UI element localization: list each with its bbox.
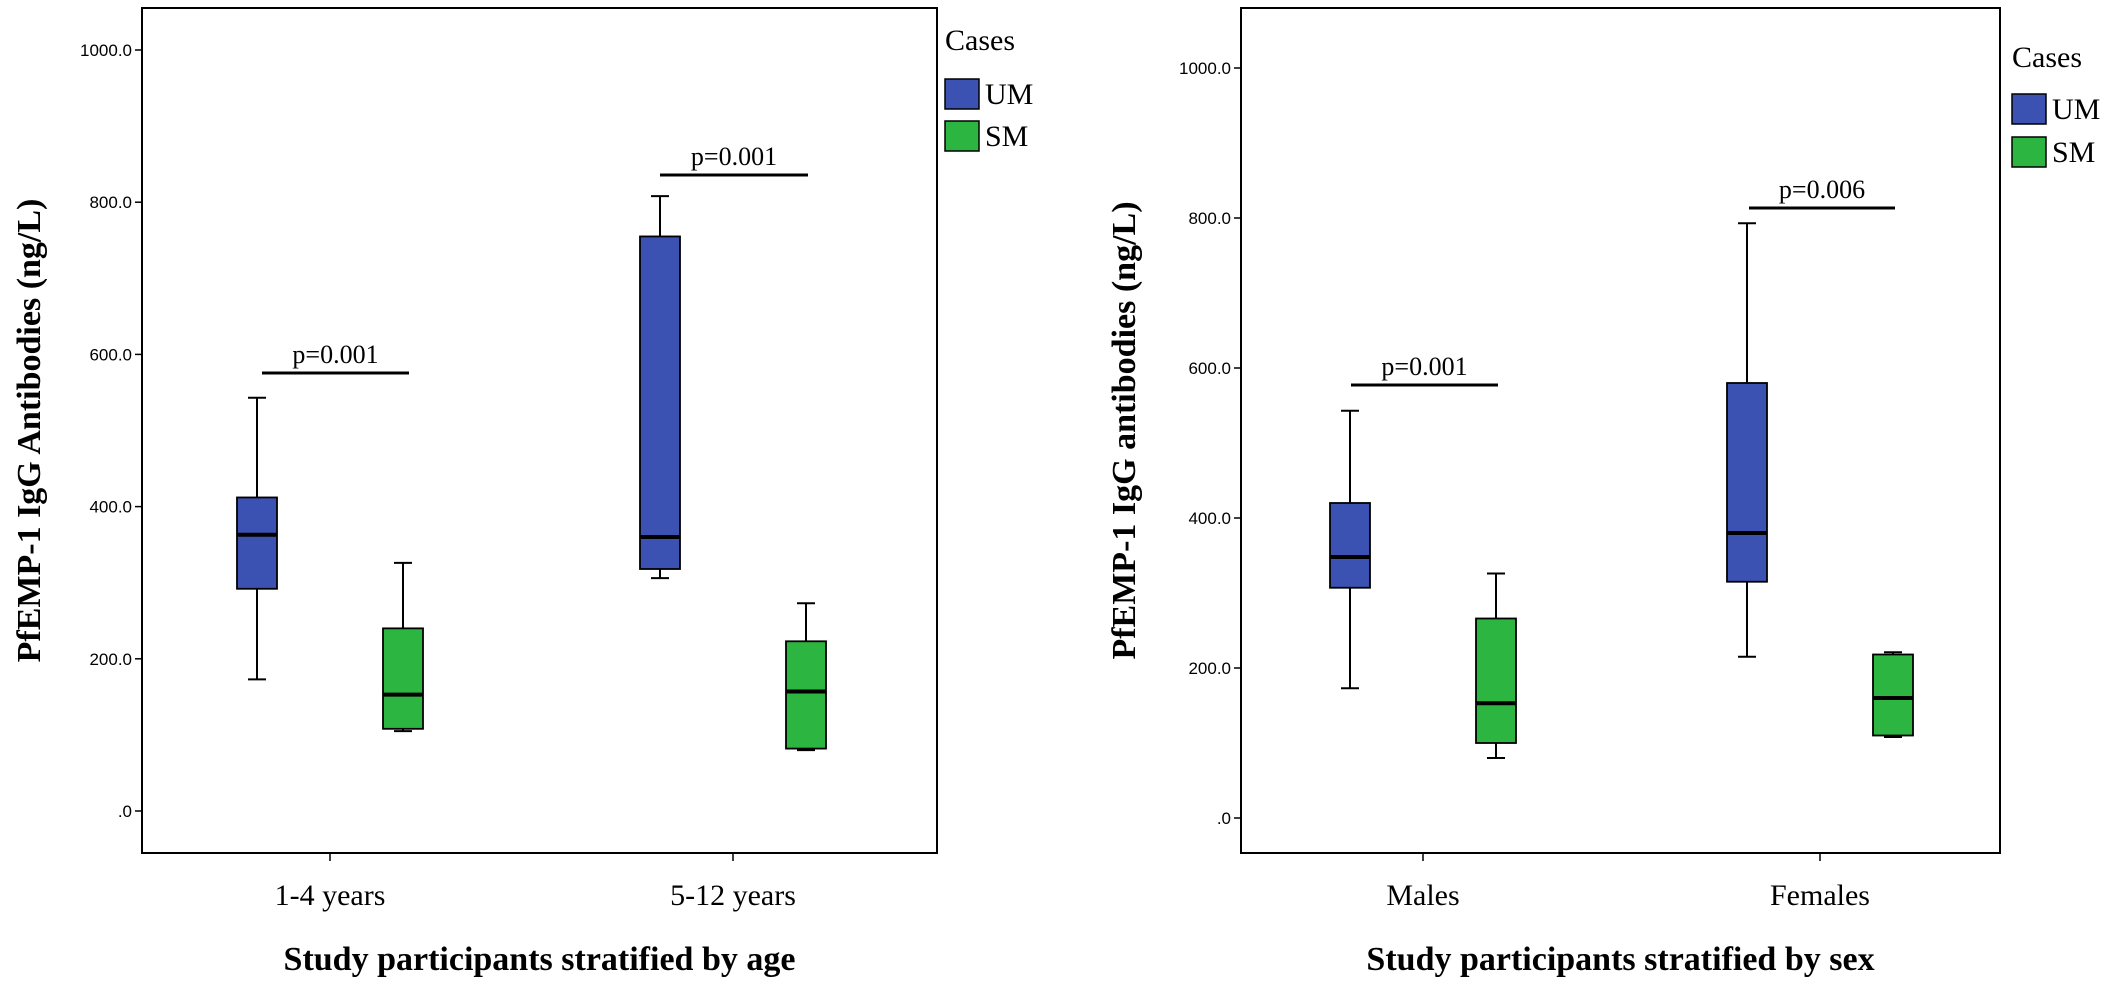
iqr-box xyxy=(236,496,278,590)
legend-label-sm: SM xyxy=(985,120,1028,153)
legend-swatch-um xyxy=(944,78,980,110)
plot-frame xyxy=(1240,7,2001,854)
p-value-label: p=0.001 xyxy=(292,340,378,369)
box-um-1 xyxy=(236,396,278,681)
p-value-label: p=0.001 xyxy=(1381,352,1467,381)
box-sm-2 xyxy=(785,602,827,752)
legend-swatch-um xyxy=(2011,93,2047,125)
legend-label-um: UM xyxy=(2052,93,2100,126)
x-axis-title: Study participants stratified by sex xyxy=(1366,941,1874,978)
box-um-2 xyxy=(639,195,681,580)
legend-label-um: UM xyxy=(985,78,1033,111)
chart-panel-1: .0 200.0 400.0 600.0 800.0 1000.0 PfEMP-1 IgG … xyxy=(11,7,1033,978)
iqr-box xyxy=(1475,617,1517,744)
box-sm-1 xyxy=(1475,572,1517,759)
iqr-box xyxy=(639,235,681,570)
x-category-label: Females xyxy=(1770,879,1870,912)
box-um-2 xyxy=(1726,222,1768,658)
iqr-box xyxy=(1329,502,1371,589)
y-axis-title: PfEMP-1 IgG antibodies (ng/L) xyxy=(1106,201,1143,659)
y-tick-label: 1000.0 xyxy=(1179,59,1231,78)
box-sm-2 xyxy=(1872,651,1914,738)
y-tick-label: 200.0 xyxy=(1188,659,1231,678)
x-category-label: 5-12 years xyxy=(670,879,796,912)
iqr-box xyxy=(1726,382,1768,583)
iqr-box xyxy=(382,627,424,730)
box-um-1 xyxy=(1329,409,1371,690)
x-category-label: 1-4 years xyxy=(275,879,386,912)
iqr-box xyxy=(1872,653,1914,737)
p-value-label: p=0.006 xyxy=(1779,175,1865,204)
y-tick-label: .0 xyxy=(1217,809,1231,828)
box-sm-1 xyxy=(382,561,424,733)
y-tick-label: 600.0 xyxy=(1188,359,1231,378)
legend: Cases UM SM xyxy=(2011,41,2100,169)
legend-title: Cases xyxy=(945,24,1015,57)
y-tick-label: 200.0 xyxy=(89,650,132,669)
legend-title: Cases xyxy=(2012,41,2082,74)
legend-swatch-sm xyxy=(944,120,980,152)
iqr-box xyxy=(785,640,827,750)
legend-label-sm: SM xyxy=(2052,136,2095,169)
p-value-label: p=0.001 xyxy=(691,142,777,171)
x-category-label: Males xyxy=(1386,879,1459,912)
y-tick-label: 800.0 xyxy=(1188,209,1231,228)
plot-frame xyxy=(141,7,938,854)
y-tick-label: .0 xyxy=(118,802,132,821)
x-axis-title: Study participants stratified by age xyxy=(284,941,796,978)
y-tick-label: 400.0 xyxy=(89,498,132,517)
y-tick-label: 600.0 xyxy=(89,345,132,364)
y-tick-label: 400.0 xyxy=(1188,509,1231,528)
legend-swatch-sm xyxy=(2011,136,2047,168)
chart-panel-2: .0 200.0 400.0 600.0 800.0 1000.0 PfEMP-1 IgG … xyxy=(1106,7,2100,978)
y-axis-title: PfEMP-1 IgG Antibodies (ng/L) xyxy=(11,199,48,663)
y-tick-label: 1000.0 xyxy=(80,41,132,60)
legend: Cases UM SM xyxy=(944,24,1033,153)
y-tick-label: 800.0 xyxy=(89,193,132,212)
